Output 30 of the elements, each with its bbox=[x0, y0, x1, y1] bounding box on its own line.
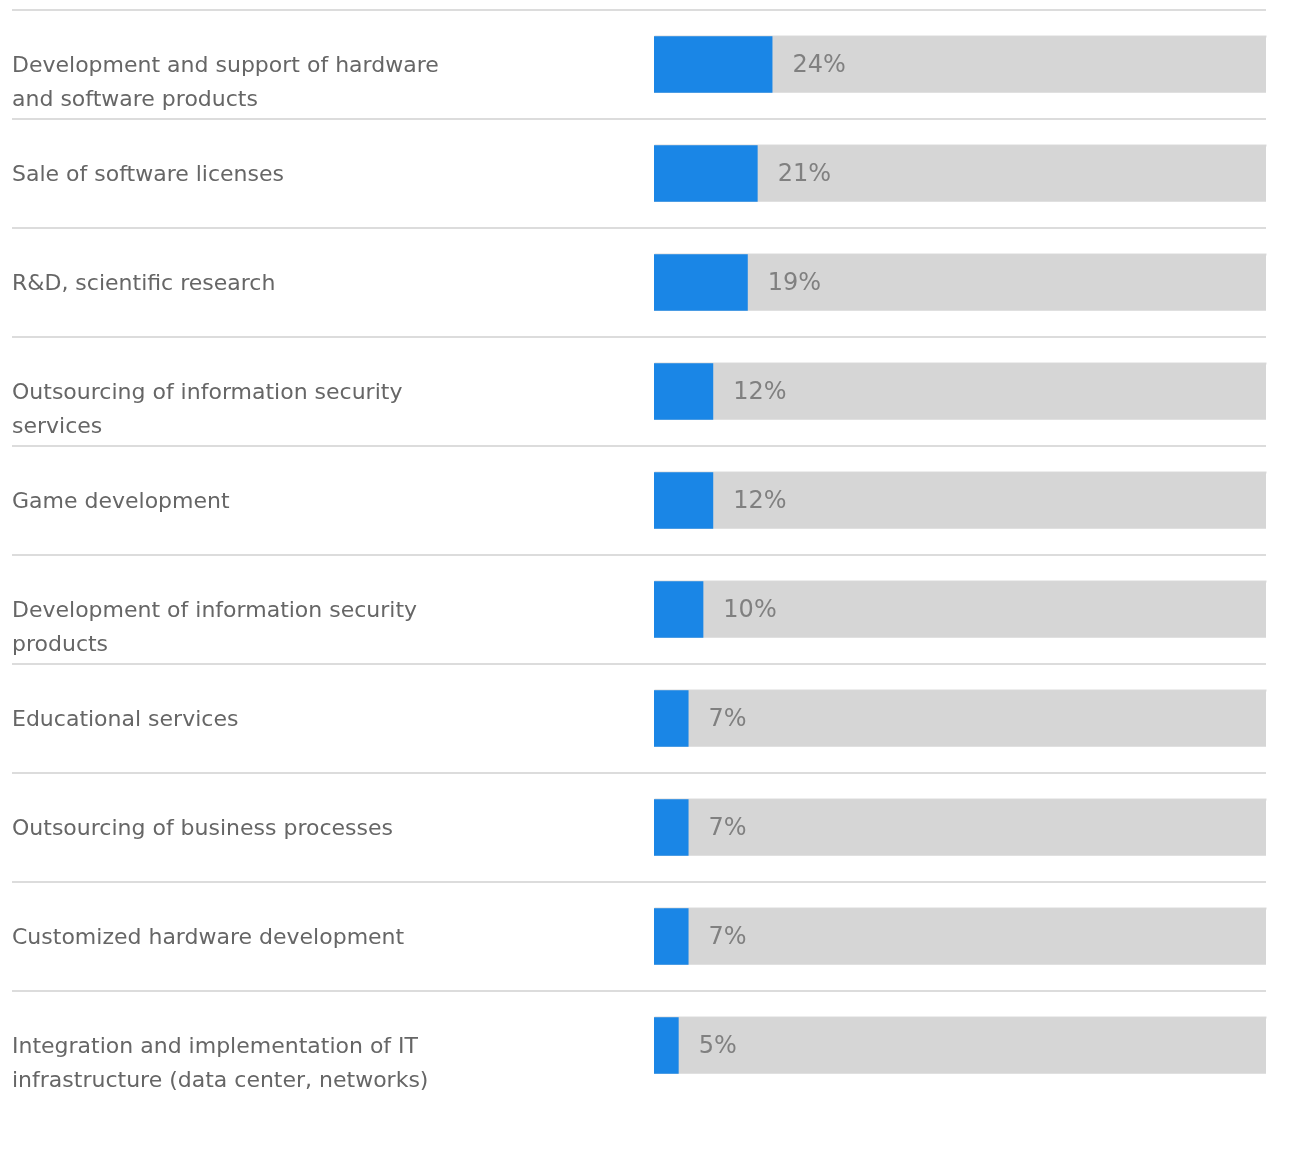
bar bbox=[654, 1017, 679, 1074]
data-label: 5% bbox=[698, 1030, 737, 1059]
data-label: 7% bbox=[708, 812, 747, 841]
data-label: 12% bbox=[733, 376, 787, 405]
bar bbox=[654, 799, 689, 856]
data-label: 10% bbox=[723, 594, 777, 623]
bar bbox=[654, 254, 748, 311]
bar bbox=[654, 145, 758, 202]
y-tick-label: Game development bbox=[12, 487, 230, 513]
bar bbox=[654, 690, 689, 747]
data-label: 12% bbox=[733, 485, 787, 514]
y-tick-label: Integration and implementation of IT infrastructure (data center, networks) bbox=[12, 1032, 429, 1092]
y-tick-label: Outsourcing of information security services bbox=[12, 378, 403, 438]
y-tick-label: Development and support of hardware and software products bbox=[12, 51, 439, 111]
data-label: 7% bbox=[708, 921, 747, 950]
y-tick-label: Customized hardware development bbox=[12, 923, 405, 949]
bar bbox=[654, 363, 714, 420]
y-tick-label: Educational services bbox=[12, 705, 239, 731]
data-label: 21% bbox=[777, 158, 831, 187]
y-tick-label: Sale of software licenses bbox=[12, 160, 285, 186]
bar bbox=[654, 472, 714, 529]
bar bbox=[654, 581, 704, 638]
bar bbox=[654, 36, 773, 93]
data-label: 7% bbox=[708, 703, 747, 732]
y-tick-label: R&D, scientific research bbox=[12, 269, 276, 295]
y-tick-label: Development of information security products bbox=[12, 596, 418, 656]
y-tick-label: Outsourcing of business processes bbox=[12, 814, 394, 840]
bar bbox=[654, 908, 689, 965]
data-label: 24% bbox=[792, 49, 846, 78]
data-label: 19% bbox=[767, 267, 822, 296]
